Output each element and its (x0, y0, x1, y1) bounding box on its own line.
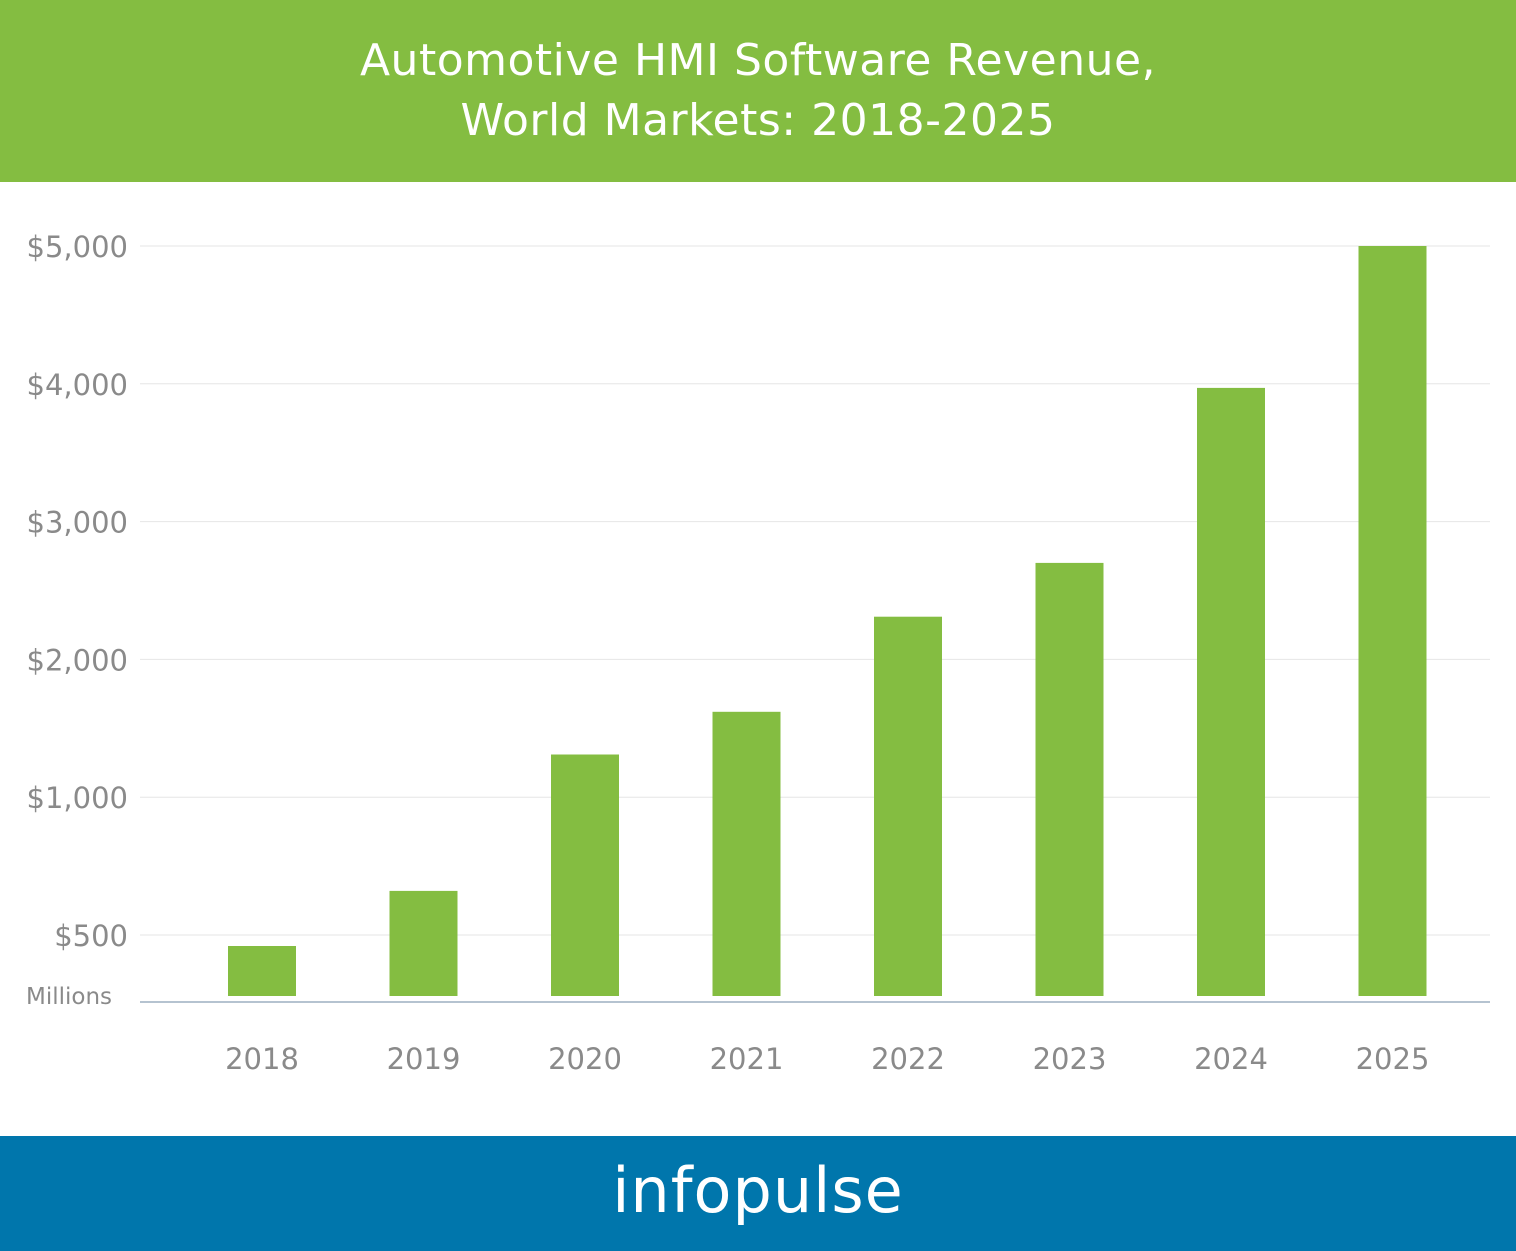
x-tick-label-2021: 2021 (710, 1042, 784, 1076)
bar-2025 (1358, 246, 1427, 996)
bar-2022 (874, 616, 942, 996)
y-tick-label: $2,000 (27, 643, 128, 677)
footer-banner: infopulse (0, 1136, 1516, 1251)
x-tick-label-2018: 2018 (225, 1042, 299, 1076)
bar-chart: $500 $1,000 $2,000 $3,000 $4,000 $5,000 Milli… (26, 230, 1490, 1076)
x-tick-label-2024: 2024 (1194, 1042, 1268, 1076)
bar-2021 (712, 711, 781, 996)
title-banner: Automotive HMI Software Revenue, World M… (0, 0, 1516, 182)
y-axis-unit-label: Millions (26, 984, 112, 1010)
infopulse-logo: infopulse (612, 1154, 904, 1227)
x-axis-ticks: 2018 2019 2020 2021 2022 2023 2024 2025 (225, 1042, 1429, 1076)
chart-title-line-2: World Markets: 2018-2025 (460, 95, 1056, 146)
y-tick-label: $1,000 (27, 781, 128, 815)
y-tick-label: $5,000 (27, 230, 128, 264)
x-tick-label-2022: 2022 (871, 1042, 945, 1076)
bars (228, 246, 1427, 996)
x-tick-label-2019: 2019 (387, 1042, 461, 1076)
x-tick-label-2020: 2020 (548, 1042, 622, 1076)
y-tick-label: $4,000 (27, 368, 128, 402)
chart-title-line-1: Automotive HMI Software Revenue, (359, 35, 1157, 86)
y-tick-label: $500 (54, 919, 128, 953)
bar-2024 (1197, 387, 1265, 996)
y-tick-label: $3,000 (27, 506, 128, 540)
x-tick-label-2023: 2023 (1033, 1042, 1107, 1076)
bar-2019 (389, 890, 458, 996)
bar-2018 (228, 946, 296, 996)
gridlines (140, 245, 1490, 936)
x-tick-label-2025: 2025 (1356, 1042, 1430, 1076)
bar-2023 (1035, 562, 1104, 996)
y-axis-ticks: $500 $1,000 $2,000 $3,000 $4,000 $5,000 (27, 230, 128, 953)
bar-2020 (551, 754, 619, 996)
